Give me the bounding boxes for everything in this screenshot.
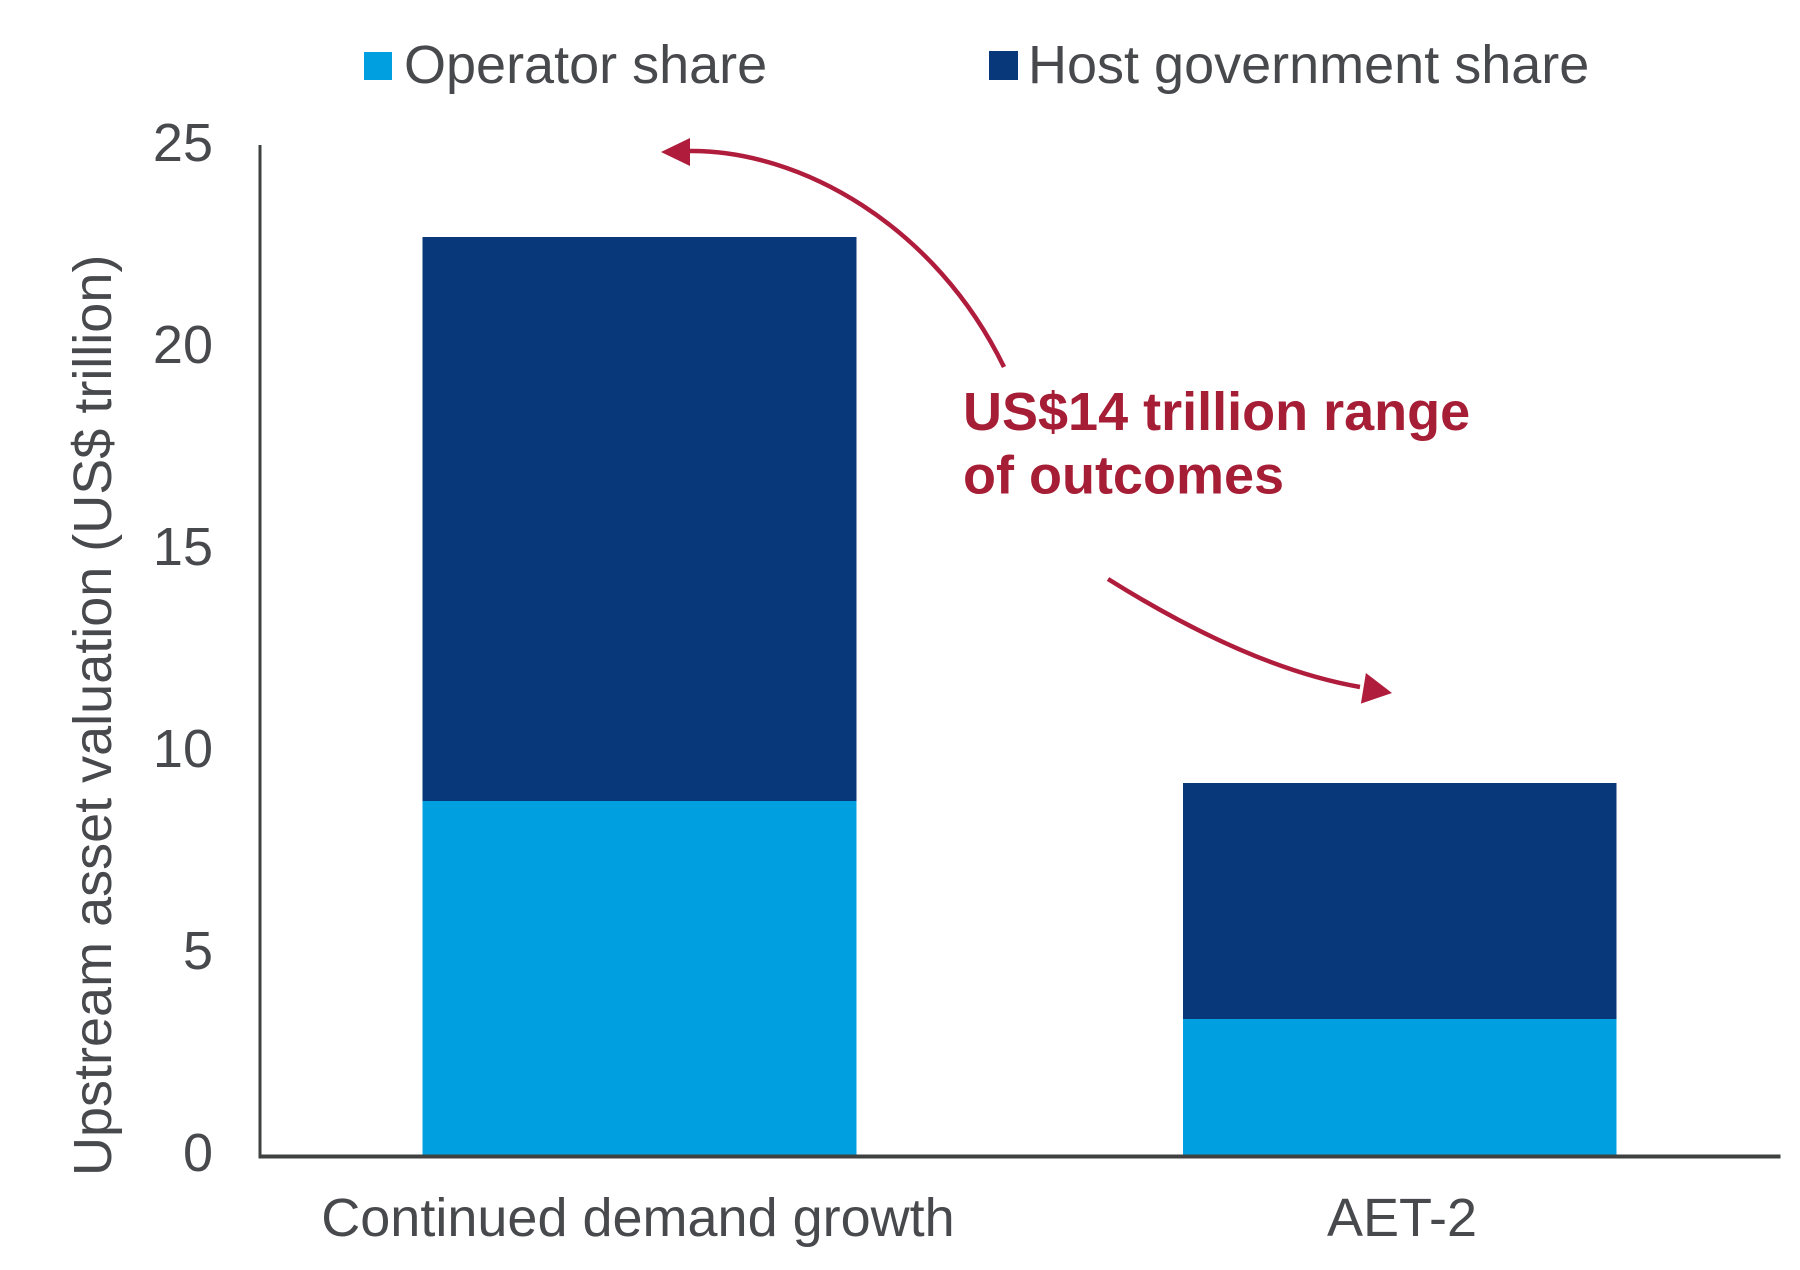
svg-text:Operator share: Operator share [404,35,767,95]
svg-text:15: 15 [153,517,213,577]
svg-text:of outcomes: of outcomes [963,446,1284,506]
svg-text:Upstream asset valuation (US$: Upstream asset valuation (US$ trillion) [63,255,123,1176]
svg-text:US$14 trillion range: US$14 trillion range [963,382,1470,442]
svg-text:Host government share: Host government share [1028,35,1589,95]
svg-text:5: 5 [183,921,213,981]
svg-text:Continued demand growth: Continued demand growth [321,1188,954,1248]
svg-text:25: 25 [153,113,213,173]
svg-text:20: 20 [153,315,213,375]
svg-text:0: 0 [183,1123,213,1183]
svg-text:10: 10 [153,719,213,779]
svg-text:AET-2: AET-2 [1327,1188,1477,1248]
